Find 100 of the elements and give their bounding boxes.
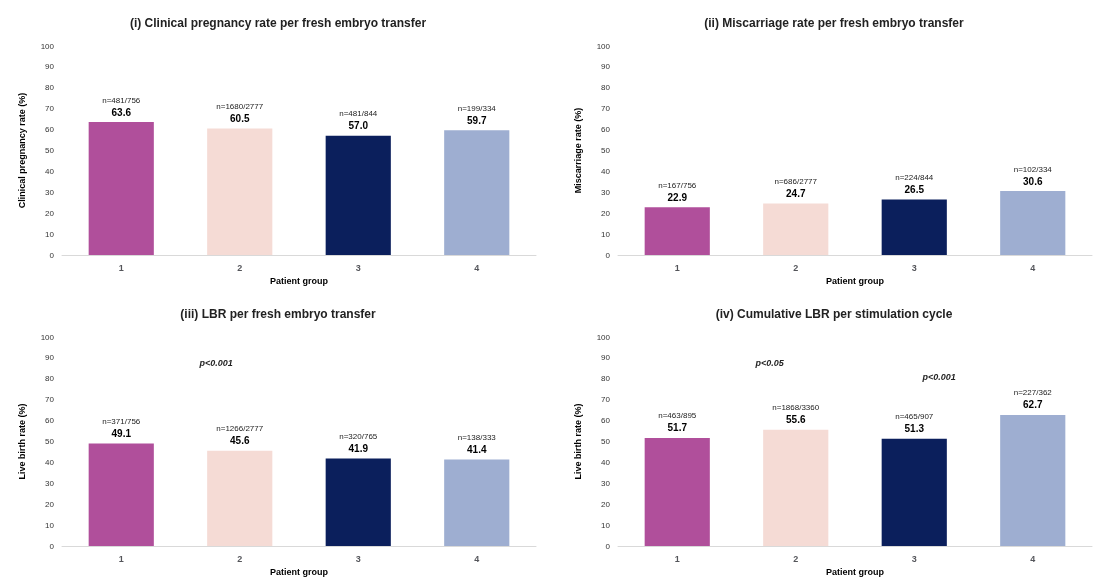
bar: [325, 458, 391, 546]
y-tick-label: 70: [45, 104, 55, 114]
x-tick-label: 2: [793, 553, 799, 564]
y-tick-label: 40: [601, 166, 611, 176]
chart-title: (i) Clinical pregnancy rate per fresh embryo transfer: [129, 16, 427, 30]
bar: [763, 203, 829, 255]
y-tick-label: 10: [601, 229, 611, 239]
annotation: p<0.001: [198, 357, 233, 368]
y-tick-label: 30: [45, 478, 55, 488]
data-label: 51.3: [904, 423, 925, 435]
y-tick-label: 20: [45, 499, 55, 509]
data-label: 55.6: [786, 414, 806, 426]
data-label: 26.5: [904, 184, 925, 196]
y-tick-label: 80: [45, 83, 55, 93]
y-axis-title: Live birth rate (%): [16, 403, 27, 480]
annotation: n=227/362: [1013, 388, 1053, 398]
y-tick-label: 100: [596, 41, 611, 51]
x-tick-label: 2: [237, 553, 243, 564]
annotation: n=138/333: [457, 432, 497, 442]
y-tick-label: 100: [40, 332, 55, 342]
y-tick-label: 10: [45, 229, 55, 239]
y-tick-label: 60: [601, 125, 611, 135]
y-tick-label: 30: [601, 187, 611, 197]
y-tick-label: 60: [45, 125, 55, 135]
y-tick-label: 50: [601, 437, 611, 446]
data-label: 30.6: [1023, 175, 1043, 187]
y-tick-label: 100: [40, 41, 55, 51]
annotation: n=481/844: [339, 109, 378, 119]
data-label: 57.0: [348, 120, 369, 132]
y-tick-label: 50: [45, 146, 55, 155]
x-tick-label: 2: [237, 262, 243, 273]
y-tick-label: 60: [601, 416, 611, 426]
y-tick-label: 10: [601, 520, 611, 530]
x-tick-label: 2: [793, 262, 799, 273]
data-label: 22.9: [667, 191, 688, 203]
y-tick-label: 50: [45, 437, 55, 446]
annotation: n=686/2777: [774, 176, 818, 186]
y-tick-label: 70: [601, 104, 611, 114]
annotation: n=102/334: [1013, 164, 1053, 174]
x-tick-label: 4: [474, 262, 480, 273]
y-tick-label: 70: [45, 395, 55, 405]
y-tick-label: 0: [605, 250, 611, 260]
annotation: n=463/895: [658, 411, 697, 421]
data-label: 41.9: [348, 442, 369, 454]
x-tick-label: 3: [355, 262, 361, 273]
data-label: 41.4: [467, 443, 487, 455]
annotation: n=1868/3360: [772, 403, 820, 413]
y-tick-label: 40: [45, 166, 55, 176]
x-tick-label: 3: [911, 262, 917, 273]
y-tick-label: 90: [601, 62, 611, 72]
y-tick-label: 20: [601, 208, 611, 218]
y-tick-label: 0: [49, 250, 55, 260]
y-tick-label: 70: [601, 395, 611, 405]
data-label: 45.6: [230, 435, 250, 447]
annotation: n=167/756: [658, 180, 697, 190]
y-tick-label: 50: [601, 146, 611, 155]
annotation: n=320/765: [339, 431, 378, 441]
y-tick-label: 20: [45, 208, 55, 218]
data-label: 59.7: [467, 114, 487, 126]
y-axis-title: Clinical pregnancy rate (%): [16, 92, 27, 209]
annotation: n=1680/2777: [216, 102, 264, 112]
y-tick-label: 90: [45, 62, 55, 72]
y-tick-label: 100: [596, 332, 611, 342]
y-tick-label: 30: [45, 187, 55, 197]
y-tick-label: 40: [601, 457, 611, 467]
y-tick-label: 90: [601, 353, 611, 363]
bar: [644, 207, 710, 255]
x-tick-label: 4: [1030, 262, 1036, 273]
x-axis-title: Patient group: [270, 276, 329, 287]
annotation: n=1266/2777: [216, 424, 264, 434]
chart-title: (ii) Miscarriage rate per fresh embryo transfer: [704, 16, 965, 30]
data-label: 60.5: [230, 113, 250, 125]
annotation: n=224/844: [895, 173, 934, 183]
bar: [1000, 414, 1066, 546]
y-tick-label: 0: [49, 541, 55, 551]
bar: [444, 459, 510, 546]
x-tick-label: 1: [674, 262, 680, 273]
x-axis-title: Patient group: [826, 567, 885, 578]
x-tick-label: 3: [911, 553, 917, 564]
data-label: 63.6: [111, 106, 132, 118]
data-label: 24.7: [786, 187, 806, 199]
annotation: n=465/907: [895, 412, 934, 422]
y-tick-label: 10: [45, 520, 55, 530]
data-label: 51.7: [667, 422, 688, 434]
bar: [1000, 191, 1066, 255]
y-tick-label: 60: [45, 416, 55, 426]
bar: [881, 199, 947, 255]
bar: [207, 450, 273, 546]
y-tick-label: 90: [45, 353, 55, 363]
y-tick-label: 30: [601, 478, 611, 488]
bar: [881, 438, 947, 546]
data-label: 49.1: [111, 427, 132, 439]
bar: [644, 437, 710, 546]
annotation: n=199/334: [457, 103, 497, 113]
annotation: n=481/756: [102, 95, 141, 105]
y-axis-title: Miscarriage rate (%): [572, 107, 583, 194]
data-label: 62.7: [1023, 399, 1043, 411]
annotation: p<0.001: [921, 371, 956, 382]
x-tick-label: 1: [118, 553, 124, 564]
x-tick-label: 4: [1030, 553, 1036, 564]
